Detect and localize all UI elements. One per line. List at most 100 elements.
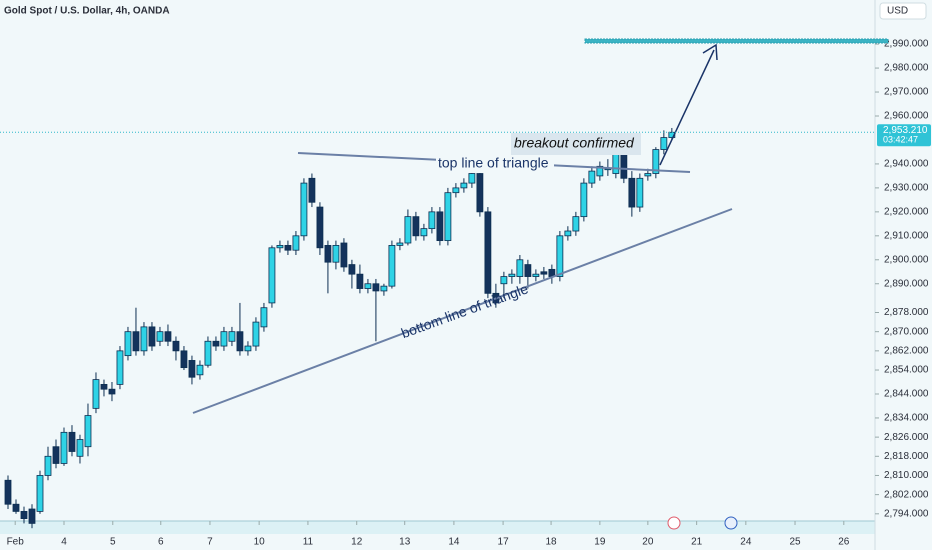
marks: 2,794.000 2,802.000 2,810.000 2,818.000 2,82…	[4, 39, 929, 548]
y-tick-label: 2,810.000	[884, 470, 929, 481]
countdown: 03:42:47	[883, 135, 918, 145]
candle-body	[284, 245, 292, 251]
candle-body	[580, 182, 588, 218]
candle-body	[52, 446, 60, 464]
y-tick-label: 2,818.000	[884, 451, 929, 462]
candle-body	[364, 283, 372, 289]
candle-body	[4, 479, 12, 505]
y-tick-label: 2,990.000	[884, 39, 929, 50]
candle-body	[452, 187, 460, 194]
candle-body	[252, 321, 260, 347]
candle-body	[516, 259, 524, 277]
event-icon[interactable]	[667, 516, 681, 530]
time-strip	[0, 521, 875, 534]
arrow-line	[659, 49, 715, 166]
candle-body	[660, 137, 668, 150]
candle-body	[572, 216, 580, 232]
y-tick-label: 2,970.000	[884, 87, 929, 98]
last-price-box	[877, 124, 931, 147]
y-tick-label: 2,834.000	[884, 413, 929, 424]
candle-body	[596, 165, 604, 177]
top-label-bg	[436, 155, 554, 173]
candle-body	[340, 242, 348, 268]
y-tick-label: 2,870.000	[884, 326, 929, 337]
x-tick-label: Feb	[7, 537, 25, 548]
candle-body	[228, 331, 236, 342]
x-tick-label: 13	[399, 537, 411, 548]
event-icon[interactable]	[724, 516, 738, 530]
candle-body	[332, 245, 340, 263]
x-tick-label: 11	[303, 537, 314, 548]
currency: USD	[887, 6, 908, 17]
candle-body	[236, 331, 244, 352]
y-tick-label: 2,940.000	[884, 159, 929, 170]
candle-body	[508, 273, 516, 277]
candle-body	[164, 331, 172, 342]
breakout-label: breakout confirmed	[514, 135, 635, 151]
candle-body	[564, 230, 572, 237]
candle-body	[540, 271, 548, 275]
candle-body	[268, 247, 276, 304]
y-tick-label: 2,826.000	[884, 432, 929, 443]
y-tick-label: 2,844.000	[884, 389, 929, 400]
candle-body	[92, 379, 100, 409]
candle-body	[108, 388, 116, 395]
candle-body	[532, 273, 540, 277]
x-tick-label: 14	[448, 537, 460, 548]
candle-body	[140, 326, 148, 352]
candle-body	[84, 415, 92, 448]
y-tick-label: 2,910.000	[884, 230, 929, 241]
x-tick-label: 21	[691, 537, 703, 548]
candle-body	[308, 177, 316, 203]
candle-body	[388, 245, 396, 287]
candle-body	[156, 331, 164, 342]
candle-body	[60, 431, 68, 464]
candle-body	[196, 364, 204, 376]
last-price-label: 2,953.210	[883, 125, 928, 136]
x-tick-label: 20	[642, 537, 654, 548]
currency-box[interactable]	[879, 2, 927, 20]
bottom-trendline	[192, 208, 733, 414]
y-tick-label: 2,794.000	[884, 508, 929, 519]
y-tick-label: 2,960.000	[884, 111, 929, 122]
candle-body	[20, 511, 28, 520]
candle-body	[436, 211, 444, 242]
candle-body	[204, 340, 212, 366]
chart-title: Gold Spot / U.S. Dollar, 4h, OANDA	[4, 6, 170, 17]
candle-body	[100, 383, 108, 390]
top-label: top line of triangle	[438, 155, 549, 171]
y-tick-label: 2,854.000	[884, 365, 929, 376]
x-tick-label: 4	[61, 537, 67, 548]
candle-body	[628, 177, 636, 208]
x-tick-label: 17	[498, 537, 510, 548]
candle-body	[468, 173, 476, 184]
candle-body	[212, 340, 220, 347]
candle-body	[324, 245, 332, 263]
candle-body	[76, 439, 84, 457]
candle-body	[44, 455, 52, 476]
x-tick-label: 7	[207, 537, 213, 548]
candle-body	[556, 235, 564, 277]
target-zone	[584, 38, 889, 44]
candle-body	[588, 170, 596, 184]
candle-body	[28, 508, 36, 524]
x-tick-label: 19	[594, 537, 606, 548]
candle-body	[476, 173, 484, 213]
breakout-label-bg	[511, 133, 641, 155]
candle-body	[372, 283, 380, 292]
candle-body	[148, 326, 156, 347]
candle-body	[380, 285, 388, 292]
candle-body	[404, 216, 412, 244]
candle-body	[68, 431, 76, 452]
candle-body	[396, 242, 404, 246]
y-tick-label: 2,930.000	[884, 183, 929, 194]
arrow-head	[702, 43, 718, 61]
x-tick-label: 6	[158, 537, 164, 548]
y-tick-label: 2,802.000	[884, 489, 929, 500]
candle-body	[124, 331, 132, 357]
candle-body	[292, 235, 300, 251]
candle-body	[652, 149, 660, 174]
candle-body	[356, 273, 364, 289]
candle-body	[412, 216, 420, 237]
